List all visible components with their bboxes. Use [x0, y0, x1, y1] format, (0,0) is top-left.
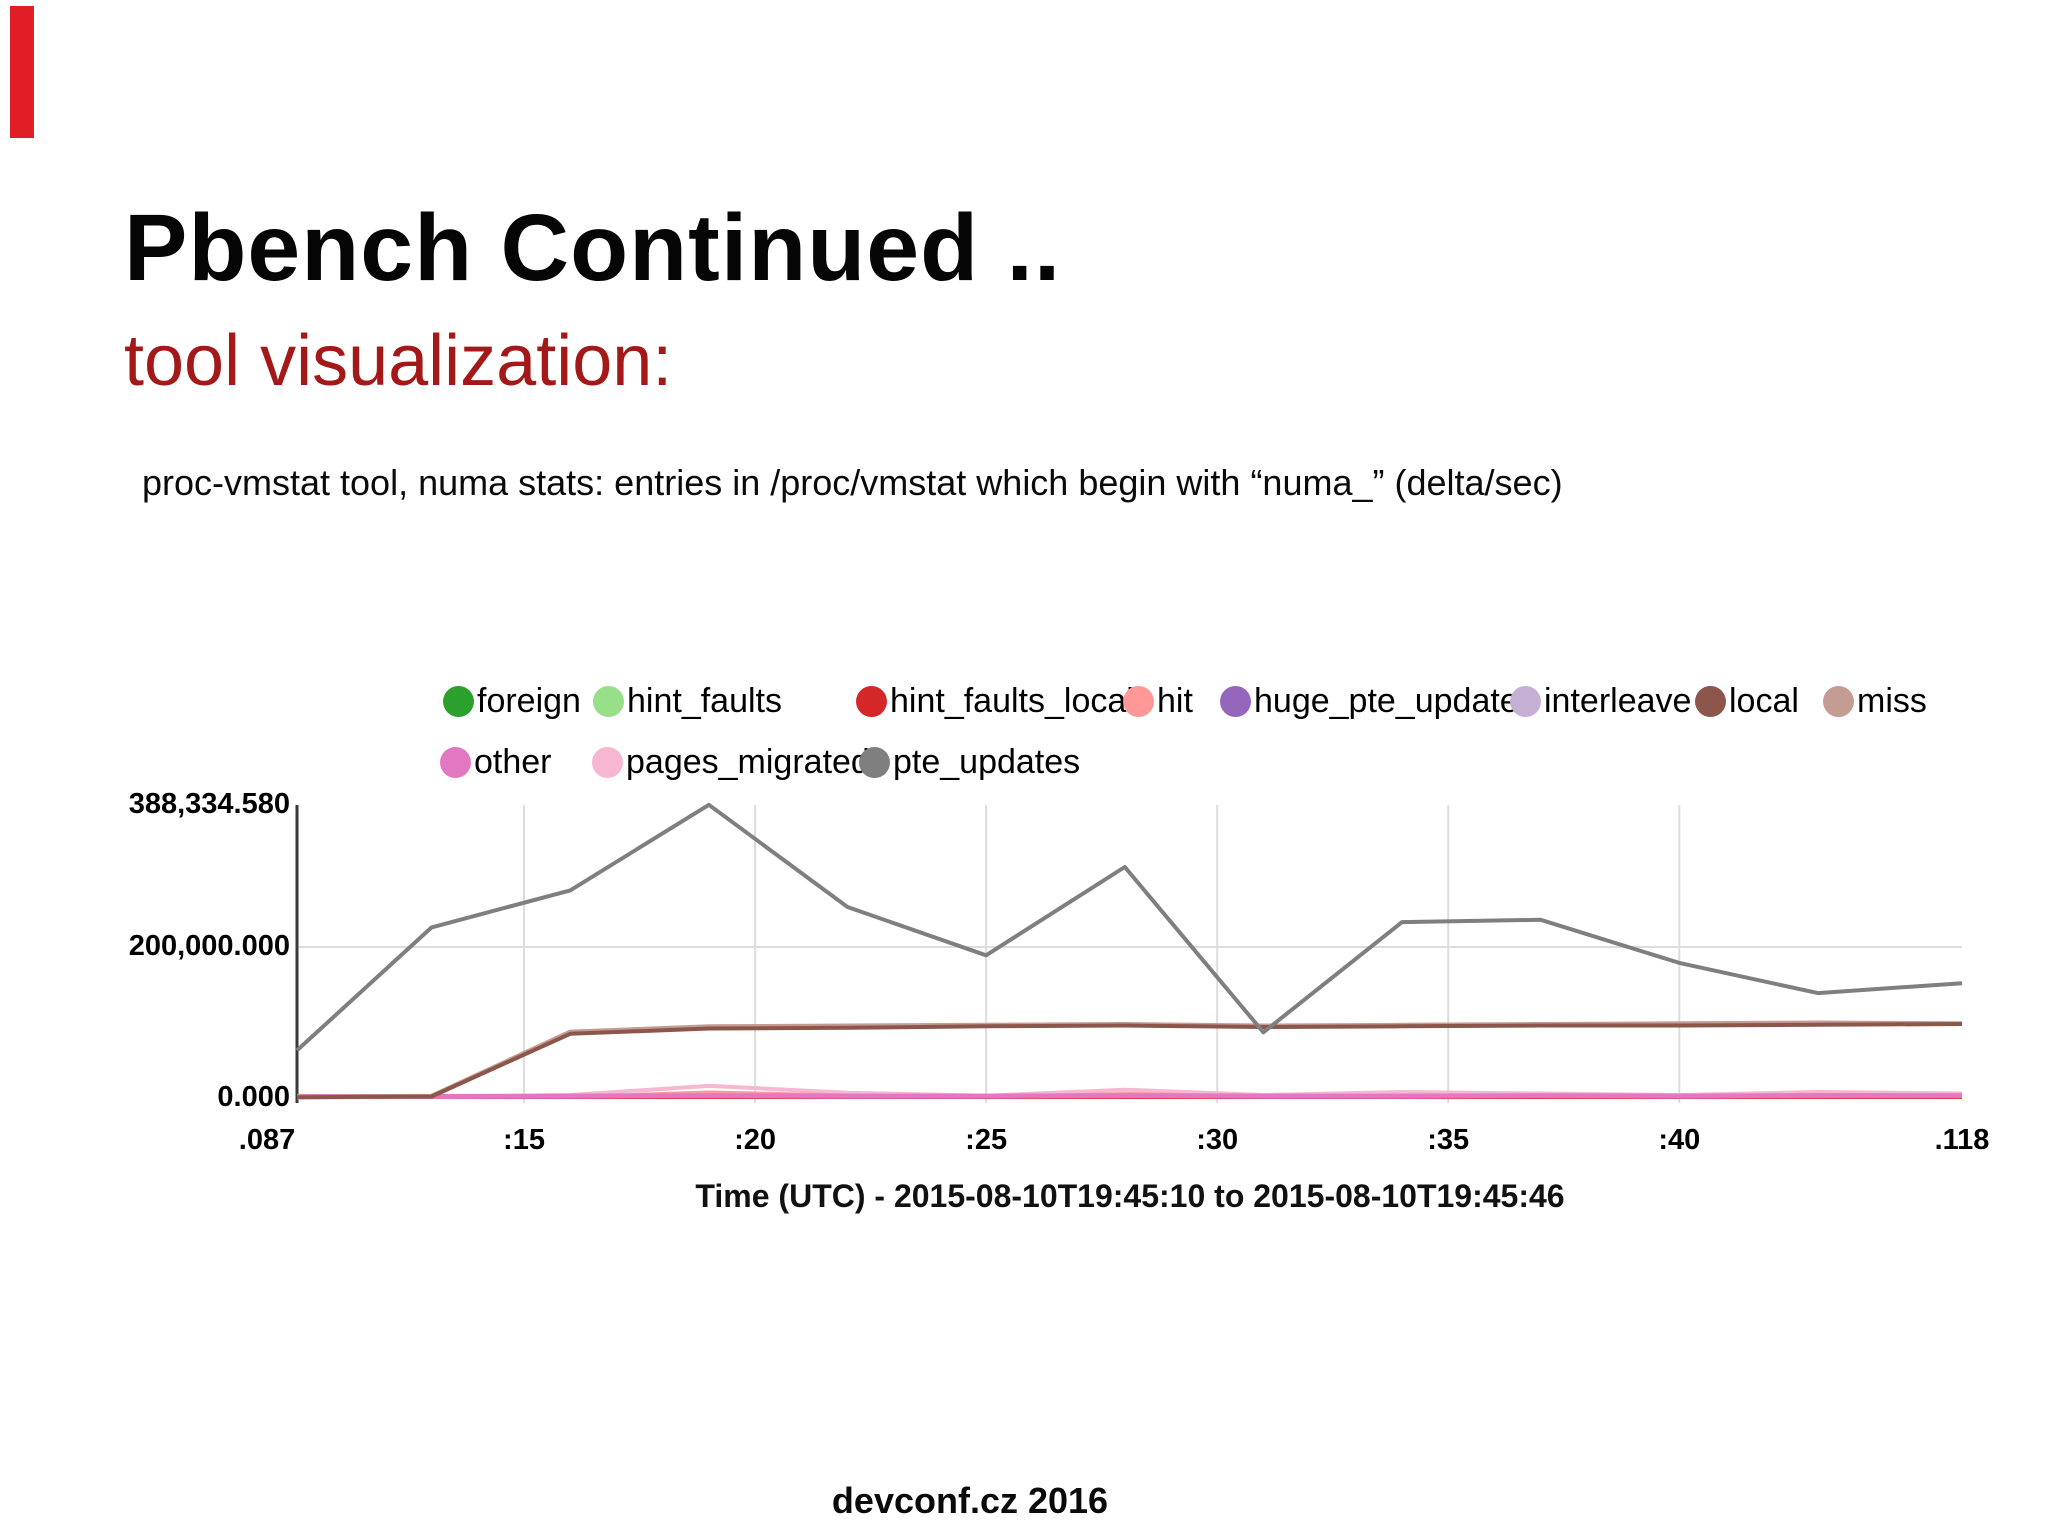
y-tick-label: 200,000.000 [128, 930, 290, 962]
legend-item-huge_pte_updates[interactable]: huge_pte_updates [1220, 682, 1536, 721]
page-title: Pbench Continued .. [124, 195, 1062, 301]
legend-item-other[interactable]: other [440, 743, 552, 782]
legend-label: pages_migrated [626, 743, 870, 781]
legend-item-hint_faults_local[interactable]: hint_faults_local [856, 682, 1134, 721]
legend-label: hint_faults [627, 682, 782, 720]
footer-text: devconf.cz 2016 [831, 1480, 1109, 1521]
x-axis-title: Time (UTC) - 2015-08-10T19:45:10 to 2015… [695, 1178, 1565, 1214]
legend-label: other [474, 743, 552, 781]
legend-swatch-icon [592, 747, 623, 778]
legend-label: huge_pte_updates [1254, 682, 1536, 720]
legend-label: hint_faults_local [890, 682, 1134, 720]
legend-swatch-icon [593, 686, 624, 717]
x-tick-label: :15 [503, 1124, 545, 1156]
legend-item-pages_migrated[interactable]: pages_migrated [592, 743, 870, 782]
legend-swatch-icon [856, 686, 887, 717]
legend-swatch-icon [1220, 686, 1251, 717]
legend-item-interleave[interactable]: interleave [1510, 682, 1691, 721]
legend-label: hit [1157, 682, 1193, 720]
x-tick-label: :25 [965, 1124, 1008, 1156]
legend-label: miss [1857, 682, 1927, 720]
legend-item-local[interactable]: local [1695, 682, 1799, 721]
y-tick-label: 0.000 [217, 1081, 290, 1113]
series-line-miss [296, 1020, 1963, 1099]
legend-label: local [1729, 682, 1799, 720]
legend-item-hint_faults[interactable]: hint_faults [593, 682, 782, 721]
legend-swatch-icon [1123, 686, 1154, 717]
legend-swatch-icon [859, 747, 890, 778]
legend-label: pte_updates [893, 743, 1081, 781]
series-line-other [297, 1093, 1962, 1099]
legend-swatch-icon [1695, 686, 1726, 717]
x-tick-label: :30 [1196, 1124, 1239, 1156]
x-tick-label: .087 [238, 1124, 296, 1156]
legend-swatch-icon [443, 686, 474, 717]
legend-item-miss[interactable]: miss [1823, 682, 1927, 721]
series-line-pte_updates [295, 802, 1963, 1052]
legend-label: foreign [477, 682, 581, 720]
x-tick-label: :20 [734, 1124, 777, 1156]
legend-item-hit[interactable]: hit [1123, 682, 1193, 721]
legend-swatch-icon [1823, 686, 1854, 717]
legend-item-foreign[interactable]: foreign [443, 682, 581, 721]
x-tick-label: .118 [1934, 1124, 1990, 1156]
legend-swatch-icon [1510, 686, 1541, 717]
legend-label: interleave [1544, 682, 1692, 720]
chart-caption: proc-vmstat tool, numa stats: entries in… [142, 462, 1563, 503]
page-subtitle: tool visualization: [124, 321, 673, 401]
series-line-local [296, 1022, 1963, 1100]
x-tick-label: :40 [1658, 1124, 1701, 1156]
legend-swatch-icon [440, 747, 471, 778]
accent-bar [10, 6, 34, 138]
y-tick-label: 388,334.580 [128, 787, 290, 820]
x-tick-label: :35 [1427, 1124, 1470, 1156]
legend-item-pte_updates[interactable]: pte_updates [859, 743, 1080, 782]
